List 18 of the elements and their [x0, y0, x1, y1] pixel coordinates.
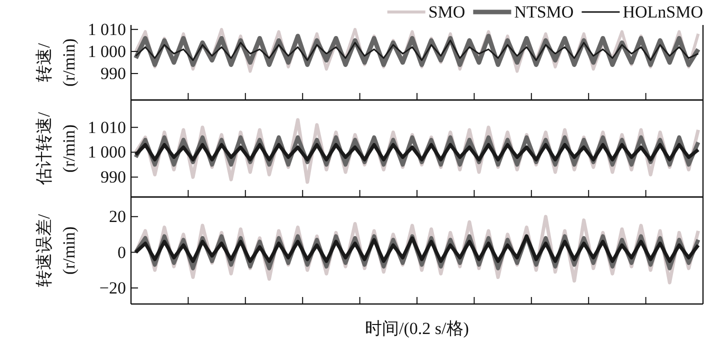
line-series — [134, 234, 700, 263]
y-tick-label: 1 000 — [88, 142, 126, 162]
y-tick-label: 1 010 — [88, 20, 126, 39]
y-tick-label: 990 — [100, 64, 126, 84]
y-tick-label: 1 010 — [88, 118, 126, 137]
y-tick-label: 0 — [118, 242, 126, 262]
x-axis-title: 时间/(0.2 s/格) — [365, 319, 469, 338]
legend-label: HOLnSMO — [622, 2, 703, 22]
y-axis-title: 转速误差/ (r/min) — [34, 214, 78, 287]
line-series — [134, 143, 700, 162]
y-tick-label: 990 — [100, 168, 126, 187]
y-axis-title: 转速/ (r/min) — [34, 38, 78, 87]
y-axis-title: 估计转速/ (r/min) — [34, 112, 78, 186]
y-tick-label: −20 — [99, 278, 126, 298]
y-tick-label: 20 — [109, 207, 126, 226]
legend-label: NTSMO — [514, 2, 574, 22]
legend-label: SMO — [428, 2, 466, 22]
y-tick-label: 1 000 — [88, 42, 126, 61]
